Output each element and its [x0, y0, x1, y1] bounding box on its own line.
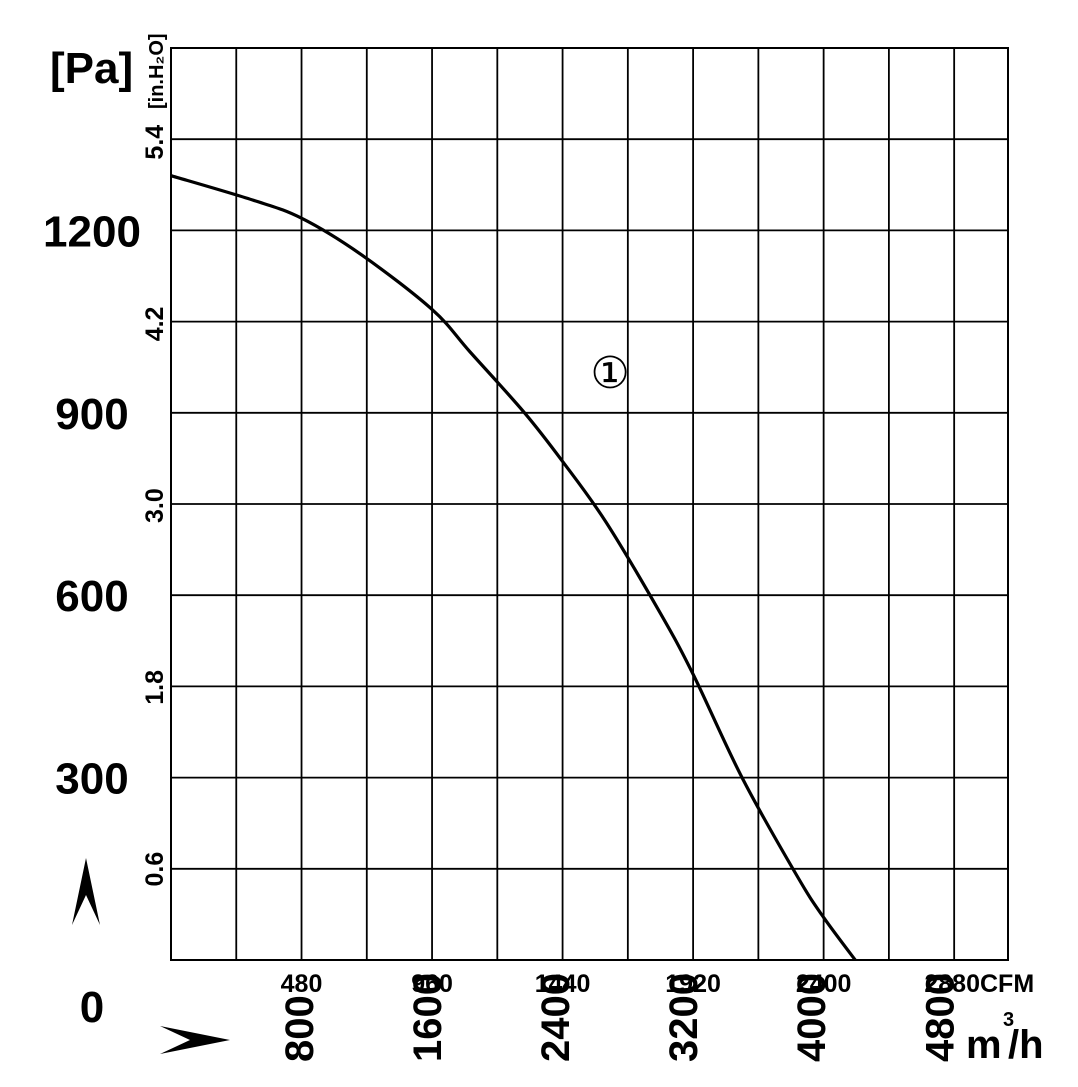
- y-tick-pa: 300: [55, 755, 128, 804]
- y-tick-pa: 600: [55, 572, 128, 621]
- chart-grid: [170, 47, 1009, 961]
- x-tick-m3h: 3200: [662, 973, 706, 1062]
- x-tick-cfm: 1440: [535, 970, 591, 998]
- curve-1-label: ①: [590, 348, 629, 399]
- x-tick-cfm: 480: [281, 970, 323, 998]
- x-axis-unit-m3h-tail: /h: [1008, 1023, 1044, 1067]
- y-axis-arrow-icon: [72, 858, 100, 925]
- y-tick-inh2o: 5.4: [141, 125, 169, 160]
- y-tick-inh2o: 1.8: [141, 670, 169, 705]
- chart-ticks: 1200 900 600 300 0 5.4 4.2 3.0 1.8 0.6 480 960 1440 1…: [43, 125, 980, 1062]
- x-axis-unit-cfm: CFM: [980, 970, 1034, 998]
- x-tick-m3h: 1600: [406, 973, 450, 1062]
- x-tick-cfm: 1920: [665, 970, 721, 998]
- chart-curves: [171, 174, 858, 960]
- y-tick-inh2o: 4.2: [141, 307, 169, 342]
- y-tick-pa: 900: [55, 390, 128, 439]
- x-axis-unit-m3h: m 3 /h: [966, 1009, 1044, 1067]
- x-tick-m3h: 2400: [534, 973, 578, 1062]
- x-tick-cfm: 960: [411, 970, 453, 998]
- y-axis-unit-pa: [Pa]: [50, 44, 133, 93]
- y-tick-inh2o: 3.0: [141, 488, 169, 523]
- y-tick-inh2o: 0.6: [141, 852, 169, 887]
- x-tick-cfm: 2400: [796, 970, 852, 998]
- y-tick-pa: 0: [80, 983, 104, 1032]
- x-axis-unit-m3h-superscript: 3: [1003, 1009, 1014, 1031]
- x-tick-m3h: 4000: [790, 973, 834, 1062]
- y-axis-unit-inh2o: [in.H₂O]: [146, 33, 168, 109]
- x-axis-unit-m3h-base: m: [966, 1023, 1002, 1067]
- series-curve-1: [171, 174, 858, 960]
- x-tick-cfm: 2880: [924, 970, 980, 998]
- y-tick-pa: 1200: [43, 207, 141, 256]
- x-axis-arrow-icon: [160, 1026, 230, 1054]
- x-tick-m3h: 800: [278, 995, 322, 1062]
- x-tick-m3h: 4800: [918, 973, 962, 1062]
